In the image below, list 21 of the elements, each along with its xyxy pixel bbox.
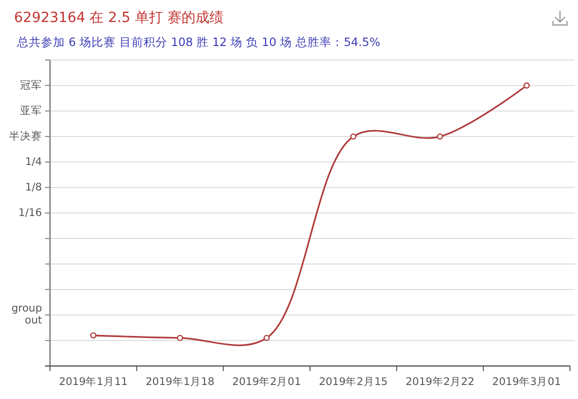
text: 1/8 bbox=[25, 181, 42, 194]
point bbox=[90, 332, 96, 339]
x-tick-label: 2019年2月01 bbox=[232, 376, 302, 388]
x-tick-label: 2019年1月18 bbox=[146, 376, 214, 388]
x-tick-label: 2019年3月01 bbox=[492, 376, 562, 388]
text: 冠军 bbox=[20, 79, 42, 92]
x-tick-label: 2019年2月15 bbox=[318, 376, 388, 388]
point bbox=[436, 133, 444, 140]
point bbox=[524, 82, 530, 89]
chart-title: 62923164 在 2.5 单打 赛的成绩 bbox=[14, 10, 224, 26]
chart-subtitle: 总共参加 6 场比赛 目前积分 108 胜 12 场 负 10 场 总胜率：54.5% bbox=[16, 35, 380, 49]
point bbox=[264, 334, 270, 342]
text: 1/16 bbox=[18, 206, 42, 219]
x-tick-label: 2019年1月11 bbox=[58, 376, 128, 388]
text: 半决赛 bbox=[9, 129, 42, 142]
text: 1/4 bbox=[25, 156, 42, 168]
point bbox=[350, 133, 356, 140]
text: 亚军 bbox=[20, 104, 42, 117]
text: group out bbox=[12, 302, 42, 326]
x-tick-label: 2019年2月22 bbox=[406, 376, 474, 388]
point bbox=[176, 334, 184, 342]
